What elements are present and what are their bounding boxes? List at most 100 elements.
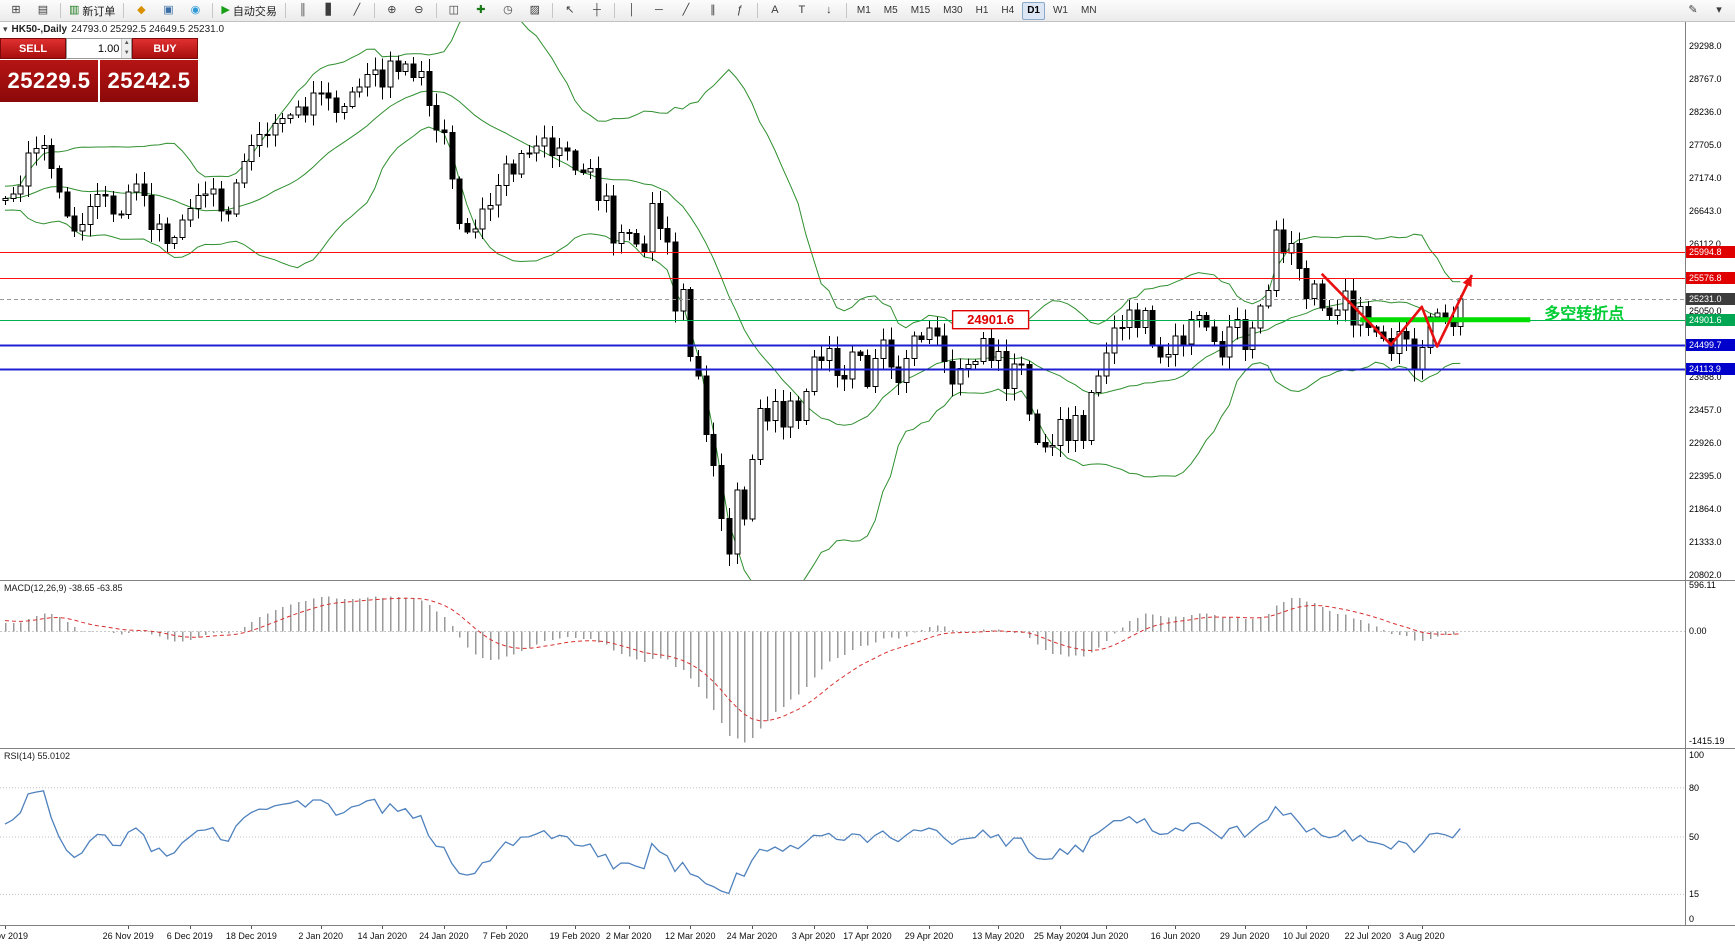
new-order-icon: ▥ [69,4,80,16]
candlestick-chart[interactable]: 24901.6 多空转折点 [0,22,1685,580]
zoom-in-icon: ⊕ [387,4,397,16]
toolbar-separator [756,3,758,18]
vertical-line-icon[interactable]: │ [619,1,645,21]
price-tick-label: 22395.0 [1689,470,1722,481]
macd-axis[interactable]: 596.11 0.00 -1415.19 [1685,581,1735,748]
price-line-label: 24113.9 [1686,362,1735,375]
time-axis-tick [998,926,999,929]
timeframe-button-m5[interactable]: M5 [883,5,898,16]
templates-icon[interactable]: ▨ [522,1,548,21]
macd-chart[interactable] [0,581,1685,748]
metaeditor-icon[interactable]: ◆ [128,1,154,21]
rsi-axis-label: 15 [1689,889,1700,900]
tile-windows-icon: ◫ [448,4,460,16]
macd-canvas[interactable] [0,581,1685,748]
autotrading-button[interactable]: ▶ 自动交易 [217,1,280,21]
price-line-label: 24901.6 [1686,313,1735,326]
trade-panel-collapse-icon[interactable]: ▾ [3,24,8,34]
new-chart-icon[interactable]: ⊞ [3,1,29,21]
new-order-button-label: 新订单 [82,5,116,18]
symbol-ohlc-values: 24793.0 25292.5 24649.5 25231.0 [71,24,225,35]
zoom-out-icon[interactable]: ⊖ [406,1,432,21]
crosshair-icon[interactable]: ┼ [584,1,610,21]
price-tick-label: 26643.0 [1689,206,1722,217]
periods-icon[interactable]: ◷ [495,1,521,21]
time-axis-label: 26 Nov 2019 [102,931,154,941]
volume-down-icon[interactable]: ▼ [122,48,131,58]
timeframe-button-mn[interactable]: MN [1080,5,1097,16]
price-axis[interactable]: 29298.0 28767.0 28236.0 27705.0 27174.0 26643… [1685,22,1735,580]
cursor-icon[interactable]: ↖ [557,1,583,21]
toolbar-separator [123,3,125,18]
macd-panel[interactable]: MACD(12,26,9) -38.65 -63.85 596.11 0.00 -1… [0,580,1735,748]
profiles-icon[interactable]: ▤ [30,1,56,21]
terminal-icon[interactable]: ▣ [155,1,181,21]
time-axis[interactable]: 4 Nov 2019 26 Nov 2019 6 Dec 2019 18 Dec 20… [0,925,1735,946]
timeframe-button-m30[interactable]: M30 [943,5,963,16]
trendline-icon[interactable]: ╱ [673,1,699,21]
community-icon[interactable]: ◉ [182,1,208,21]
price-tick-label: 25050.0 [1689,305,1722,316]
symbol-title-bar: ▾ HK50-,Daily 24793.0 25292.5 24649.5 25… [3,24,224,35]
volume-input[interactable] [67,39,122,58]
time-axis-label: 14 Jan 2020 [357,931,408,941]
macd-axis-label: 596.11 [1689,581,1716,591]
candlestick-chart-icon[interactable]: ▋ [317,1,343,21]
macd-title: MACD(12,26,9) -38.65 -63.85 [4,583,123,593]
channel-icon[interactable]: ∥ [700,1,726,21]
price-tick-label: 22926.0 [1689,437,1722,448]
arrows-icon[interactable]: ↓ [816,1,842,21]
edit-toolbar-icon[interactable]: ✎ [1680,1,1706,21]
price-line-label: 25231.0 [1686,293,1735,306]
time-axis-label: 24 Jan 2020 [419,931,469,941]
periods-icon: ◷ [503,4,513,16]
rsi-chart[interactable] [0,749,1685,925]
toolbar-separator [60,3,61,18]
fibonacci-icon[interactable]: ƒ [727,1,753,21]
buy-button[interactable]: BUY [132,38,198,59]
bar-chart-icon[interactable]: ║ [290,1,316,21]
tile-windows-icon[interactable]: ◫ [441,1,467,21]
price-tick-label: 21333.0 [1689,536,1722,547]
timeframe-button-h4[interactable]: H4 [1001,5,1015,16]
sell-price[interactable]: 25229.5 [0,60,98,102]
panel-splitter[interactable] [0,578,1735,581]
label-icon[interactable]: T [789,1,815,21]
text-icon[interactable]: A [762,1,788,21]
autotrading-icon: ▶ [221,4,230,16]
price-line-label: 25576.8 [1686,271,1735,284]
volume-up-icon[interactable]: ▲ [122,39,131,49]
rsi-canvas[interactable] [0,749,1685,925]
main-chart-canvas[interactable]: 24901.6 多空转折点 [0,22,1685,580]
rsi-axis[interactable]: 100 80 50 15 0 [1685,749,1735,925]
indicators-icon[interactable]: ✚ [468,1,494,21]
vertical-line-icon: │ [628,4,636,16]
timeframe-button-m15[interactable]: M15 [910,5,931,16]
main-chart-panel[interactable]: ▾ HK50-,Daily 24793.0 25292.5 24649.5 25… [0,22,1735,580]
timeframe-button-m1[interactable]: M1 [856,5,871,16]
time-axis-tick [867,926,868,929]
toolbar-options-icon: ▾ [1716,4,1722,16]
rsi-panel[interactable]: RSI(14) 55.0102 100 80 50 15 0 [0,748,1735,925]
community-icon: ◉ [190,4,201,16]
bar-chart-icon: ║ [298,4,307,16]
toolbar-options-icon[interactable]: ▾ [1706,1,1732,21]
buy-price[interactable]: 25242.5 [100,60,198,102]
time-axis-tick [1306,926,1307,929]
indicators-icon: ✚ [476,4,486,16]
timeframe-button-h1[interactable]: H1 [975,5,989,16]
timeframe-button-d1[interactable]: D1 [1022,1,1045,20]
panel-splitter[interactable] [0,746,1735,749]
time-axis-label: 25 May 2020 [1033,931,1086,941]
time-axis-label: 7 Feb 2020 [482,931,529,941]
zoom-out-icon: ⊖ [414,4,424,16]
timeframe-button-w1[interactable]: W1 [1052,5,1068,16]
sell-button[interactable]: SELL [0,38,66,59]
time-axis-label: 24 Mar 2020 [726,931,778,941]
line-chart-icon[interactable]: ╱ [344,1,370,21]
zoom-in-icon[interactable]: ⊕ [379,1,405,21]
time-axis-tick [629,926,630,929]
horizontal-line-icon[interactable]: ─ [646,1,672,21]
new-order-button[interactable]: ▥ 新订单 [65,1,119,21]
